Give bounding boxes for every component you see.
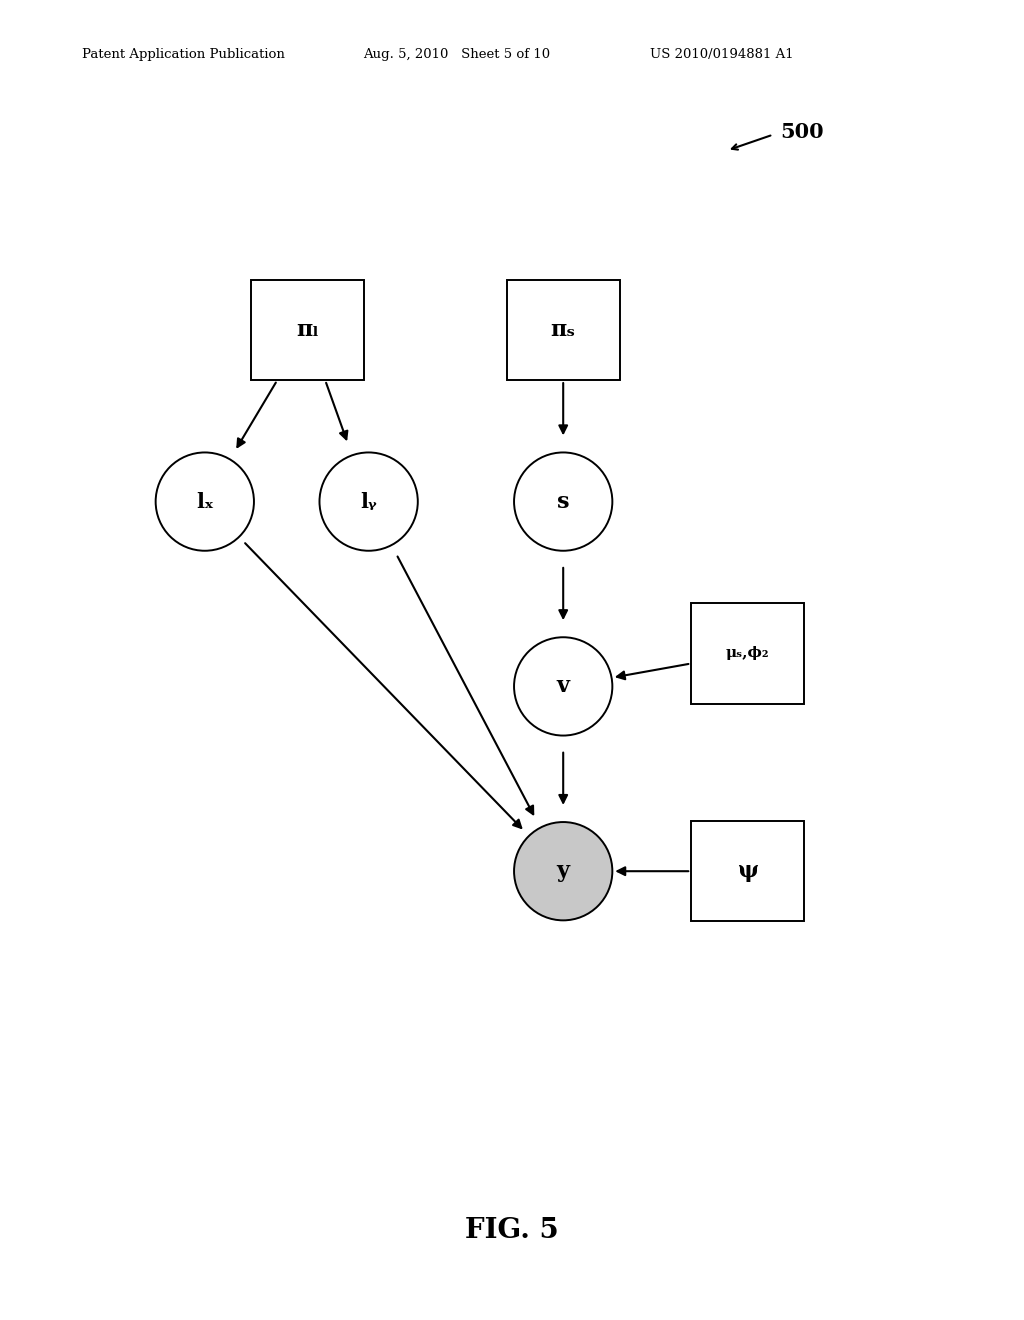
Ellipse shape (319, 453, 418, 550)
Text: Patent Application Publication: Patent Application Publication (82, 48, 285, 61)
FancyBboxPatch shape (691, 821, 804, 921)
FancyBboxPatch shape (251, 280, 364, 380)
Text: y: y (557, 861, 569, 882)
Text: FIG. 5: FIG. 5 (465, 1217, 559, 1245)
FancyBboxPatch shape (691, 603, 804, 704)
Text: πₗ: πₗ (296, 319, 318, 341)
Ellipse shape (514, 453, 612, 550)
Text: μₛ,ϕ₂: μₛ,ϕ₂ (726, 647, 769, 660)
Text: lₓ: lₓ (196, 491, 214, 512)
Text: s: s (557, 491, 569, 512)
Text: 500: 500 (780, 121, 824, 143)
FancyBboxPatch shape (507, 280, 620, 380)
Text: Aug. 5, 2010   Sheet 5 of 10: Aug. 5, 2010 Sheet 5 of 10 (364, 48, 551, 61)
Text: ψ: ψ (737, 861, 758, 882)
Ellipse shape (514, 638, 612, 735)
Text: πₛ: πₛ (551, 319, 575, 341)
Ellipse shape (514, 822, 612, 920)
Text: v: v (557, 676, 569, 697)
Text: lᵧ: lᵧ (360, 491, 377, 512)
Ellipse shape (156, 453, 254, 550)
Text: US 2010/0194881 A1: US 2010/0194881 A1 (650, 48, 794, 61)
